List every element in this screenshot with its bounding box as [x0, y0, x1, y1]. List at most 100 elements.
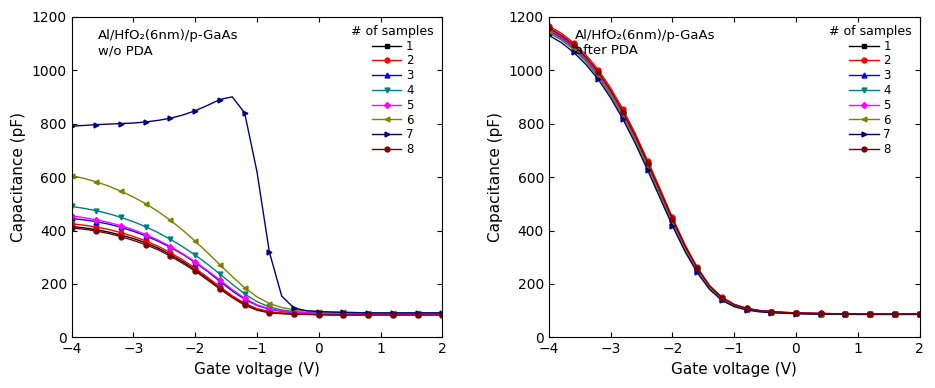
7 [190, 108, 201, 113]
5 [654, 190, 666, 195]
7 [679, 249, 690, 253]
1 [325, 312, 337, 317]
7 [581, 62, 592, 67]
Y-axis label: Capacitance (pF): Capacitance (pF) [11, 112, 26, 242]
2 [593, 68, 604, 72]
3 [178, 252, 189, 256]
3 [593, 72, 604, 77]
2 [91, 225, 102, 229]
5 [66, 213, 78, 218]
4 [667, 221, 678, 226]
7 [555, 40, 567, 45]
5 [252, 303, 263, 307]
1 [214, 286, 225, 290]
8 [852, 312, 863, 316]
3 [704, 285, 715, 289]
8 [152, 248, 164, 252]
6 [226, 274, 237, 279]
8 [239, 303, 251, 307]
2 [66, 222, 78, 226]
6 [877, 312, 888, 317]
3 [865, 312, 876, 317]
5 [692, 267, 703, 271]
1 [877, 312, 888, 317]
1 [165, 252, 176, 257]
1 [741, 306, 752, 311]
7 [252, 170, 263, 174]
5 [264, 307, 275, 311]
8 [543, 26, 554, 30]
8 [679, 243, 690, 248]
7 [754, 310, 765, 314]
5 [288, 310, 299, 314]
3 [827, 312, 839, 316]
8 [913, 312, 925, 316]
2 [827, 311, 839, 316]
3 [103, 222, 114, 227]
4 [165, 237, 176, 242]
3 [654, 191, 666, 196]
7 [790, 311, 801, 316]
5 [852, 312, 863, 317]
5 [877, 312, 888, 317]
2 [865, 312, 876, 316]
7 [226, 95, 237, 99]
6 [605, 92, 616, 97]
1 [399, 312, 410, 317]
1 [128, 236, 139, 241]
6 [140, 201, 151, 206]
7 [363, 310, 374, 315]
8 [128, 238, 139, 243]
4 [704, 286, 715, 291]
5 [190, 260, 201, 264]
Line: 8: 8 [69, 225, 445, 317]
4 [276, 308, 287, 312]
2 [901, 312, 913, 316]
6 [115, 189, 126, 194]
3 [387, 312, 398, 317]
6 [741, 307, 752, 312]
7 [593, 77, 604, 82]
2 [301, 312, 312, 316]
8 [654, 189, 666, 193]
4 [778, 310, 789, 315]
3 [79, 218, 90, 222]
5 [437, 312, 448, 317]
2 [288, 311, 299, 316]
6 [840, 312, 851, 317]
7 [840, 312, 851, 317]
7 [375, 310, 386, 315]
2 [790, 310, 801, 315]
3 [642, 163, 654, 168]
7 [437, 310, 448, 315]
8 [363, 313, 374, 317]
4 [840, 312, 851, 317]
1 [605, 89, 616, 94]
3 [338, 312, 349, 317]
7 [803, 312, 814, 316]
6 [543, 29, 554, 34]
1 [239, 302, 251, 307]
5 [913, 312, 925, 317]
1 [79, 225, 90, 230]
6 [91, 180, 102, 184]
5 [351, 312, 362, 316]
4 [178, 244, 189, 249]
3 [728, 303, 740, 308]
3 [754, 309, 765, 314]
4 [889, 312, 900, 317]
4 [901, 312, 913, 317]
1 [91, 227, 102, 232]
1 [754, 308, 765, 313]
3 [239, 297, 251, 301]
6 [338, 310, 349, 315]
1 [630, 135, 641, 139]
Line: 2: 2 [546, 24, 922, 316]
1 [363, 312, 374, 317]
7 [543, 33, 554, 38]
5 [581, 56, 592, 61]
6 [239, 286, 251, 290]
1 [288, 312, 299, 316]
7 [325, 310, 337, 314]
1 [766, 310, 777, 314]
